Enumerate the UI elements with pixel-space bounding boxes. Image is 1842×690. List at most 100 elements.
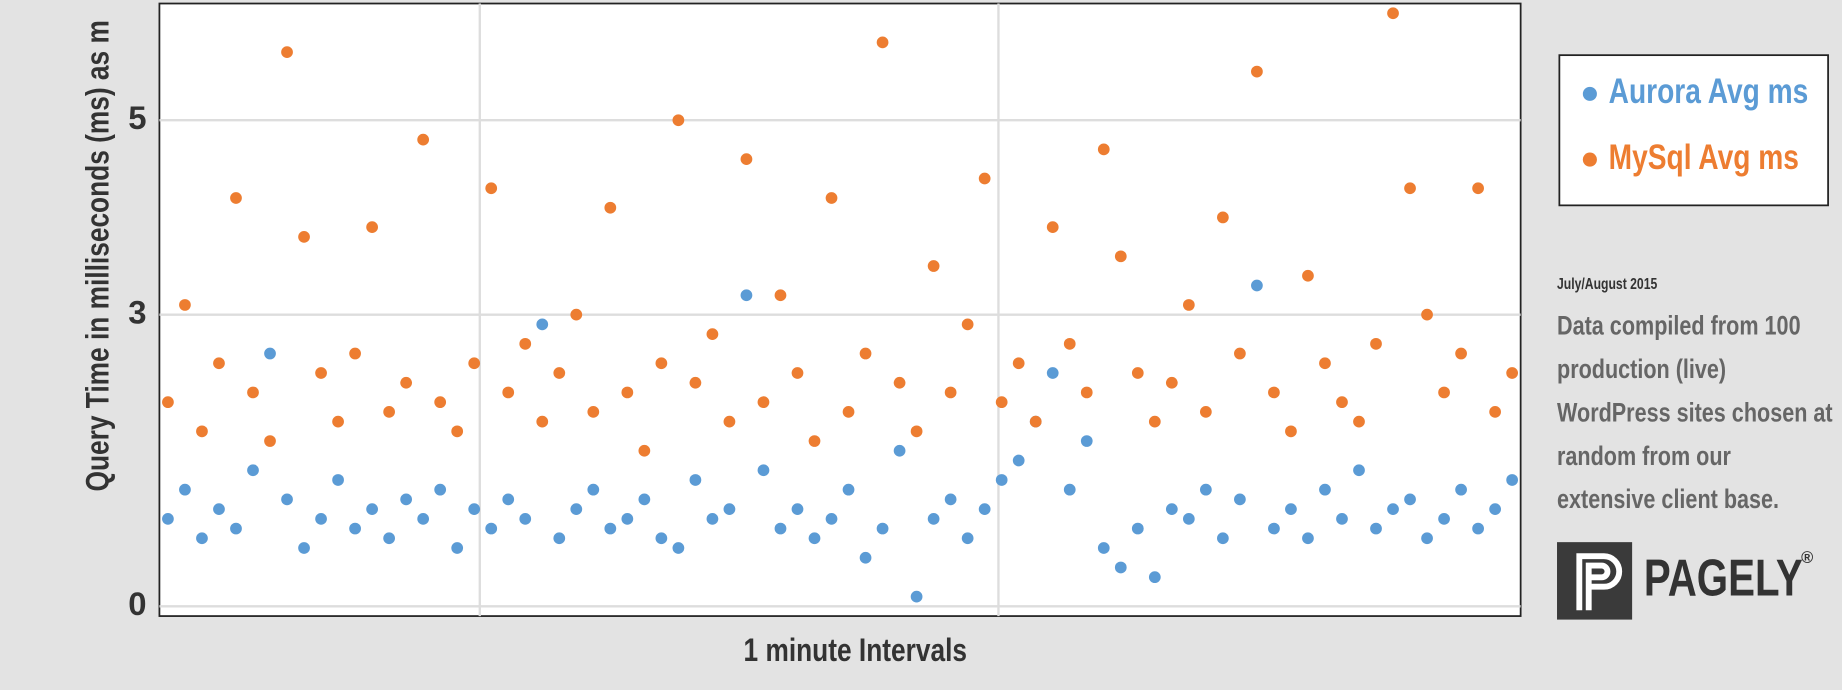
point xyxy=(1319,483,1331,496)
point xyxy=(1182,299,1195,311)
point xyxy=(485,182,498,195)
point xyxy=(519,337,532,350)
point xyxy=(876,36,889,49)
point xyxy=(1370,337,1382,350)
point xyxy=(604,201,617,214)
point xyxy=(1404,182,1416,195)
point xyxy=(944,386,957,399)
point xyxy=(910,590,923,603)
point xyxy=(1387,7,1399,20)
point xyxy=(179,299,191,311)
point xyxy=(1455,347,1467,360)
point xyxy=(553,532,566,545)
y-tick-label: 0 xyxy=(128,585,146,622)
point xyxy=(1046,367,1059,379)
logo-glyph xyxy=(1576,553,1623,611)
point xyxy=(995,396,1008,409)
point xyxy=(757,396,770,409)
point xyxy=(859,347,872,360)
description: Data compiled from 100 production (live) W… xyxy=(1557,311,1833,514)
point xyxy=(1438,386,1450,399)
point xyxy=(1063,337,1076,350)
point xyxy=(400,493,413,506)
point xyxy=(1268,386,1280,399)
point xyxy=(1387,503,1399,515)
point xyxy=(842,483,855,496)
brand: PAGELY xyxy=(1644,549,1803,607)
point xyxy=(230,192,242,204)
point xyxy=(281,46,293,59)
y-axis-label: Query Time in milliseconds (ms) as m xyxy=(80,20,116,491)
point xyxy=(1148,415,1161,428)
point xyxy=(689,376,702,389)
description-line: extensive client base. xyxy=(1557,485,1779,515)
legend-marker xyxy=(1582,86,1597,101)
point xyxy=(1114,561,1127,574)
point xyxy=(366,503,378,515)
point xyxy=(1336,396,1348,409)
legend-marker xyxy=(1582,152,1597,167)
point xyxy=(808,532,821,545)
legend-label: MySql Avg ms xyxy=(1609,137,1799,177)
point xyxy=(587,406,600,418)
point xyxy=(1234,493,1246,506)
point xyxy=(349,347,361,360)
point xyxy=(1063,483,1076,496)
point xyxy=(825,512,838,525)
point xyxy=(672,114,685,127)
point xyxy=(927,260,940,272)
point xyxy=(961,318,974,331)
point xyxy=(315,367,327,379)
point xyxy=(553,367,566,379)
point xyxy=(1353,464,1365,477)
point xyxy=(859,551,872,564)
point xyxy=(332,415,344,428)
point xyxy=(502,493,515,506)
point xyxy=(485,522,498,535)
point xyxy=(1285,425,1297,438)
point xyxy=(1131,522,1144,535)
description-line: Data compiled from 100 xyxy=(1557,311,1801,341)
point xyxy=(1029,415,1042,428)
point xyxy=(1012,357,1025,370)
point xyxy=(740,153,753,165)
point xyxy=(1080,435,1093,447)
legend-box xyxy=(1558,54,1829,207)
point xyxy=(1131,367,1144,379)
point xyxy=(434,396,447,409)
description-line: WordPress sites chosen at xyxy=(1557,398,1833,428)
point xyxy=(1421,308,1433,321)
point xyxy=(978,503,991,515)
legend-label: Aurora Avg ms xyxy=(1609,71,1809,111)
point xyxy=(791,503,804,515)
point xyxy=(383,406,395,418)
point xyxy=(468,503,481,515)
point xyxy=(893,444,906,457)
point xyxy=(876,522,889,535)
point xyxy=(1165,376,1178,389)
point xyxy=(162,396,174,409)
point xyxy=(1506,367,1519,379)
point xyxy=(264,347,276,360)
point xyxy=(1268,522,1280,535)
point xyxy=(570,308,583,321)
point xyxy=(451,542,464,554)
point xyxy=(723,503,736,515)
point xyxy=(604,522,617,535)
point xyxy=(1148,571,1161,584)
point xyxy=(961,532,974,545)
brand-mark: ® xyxy=(1801,549,1813,567)
point xyxy=(1370,522,1382,535)
point xyxy=(213,357,225,370)
point xyxy=(366,221,378,234)
point xyxy=(706,328,719,340)
point xyxy=(1097,143,1110,156)
point xyxy=(162,512,174,525)
point xyxy=(910,425,923,438)
point xyxy=(451,425,464,438)
point xyxy=(400,376,413,389)
point xyxy=(944,493,957,506)
plot-area xyxy=(158,2,1522,617)
point xyxy=(349,522,361,535)
